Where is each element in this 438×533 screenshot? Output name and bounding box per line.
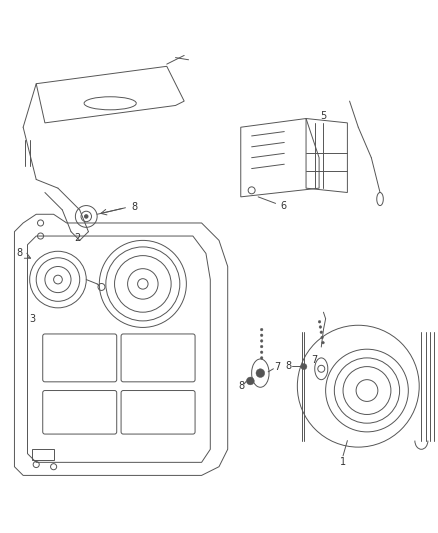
Circle shape (260, 351, 263, 353)
Circle shape (85, 215, 88, 218)
Text: 2: 2 (74, 233, 81, 243)
Circle shape (321, 336, 323, 339)
Circle shape (138, 279, 148, 289)
Text: 5: 5 (320, 111, 327, 122)
Circle shape (322, 341, 324, 344)
Text: 7: 7 (275, 361, 281, 372)
Text: 8: 8 (17, 248, 23, 259)
Circle shape (260, 345, 263, 348)
Circle shape (256, 369, 265, 377)
Circle shape (260, 340, 263, 342)
Text: 8: 8 (286, 361, 292, 371)
Text: 8: 8 (131, 202, 137, 212)
Circle shape (260, 357, 263, 359)
Text: 6: 6 (280, 201, 286, 212)
Circle shape (260, 328, 263, 331)
Text: 8: 8 (239, 381, 245, 391)
Circle shape (318, 365, 325, 372)
Circle shape (301, 364, 307, 370)
Circle shape (260, 334, 263, 336)
Text: 7: 7 (311, 355, 318, 365)
Text: 1: 1 (340, 457, 346, 467)
Circle shape (319, 326, 322, 328)
Circle shape (320, 331, 322, 334)
Circle shape (318, 320, 321, 323)
Circle shape (53, 275, 62, 284)
Circle shape (247, 377, 254, 385)
Bar (32, 449, 53, 460)
Text: 3: 3 (30, 314, 36, 324)
